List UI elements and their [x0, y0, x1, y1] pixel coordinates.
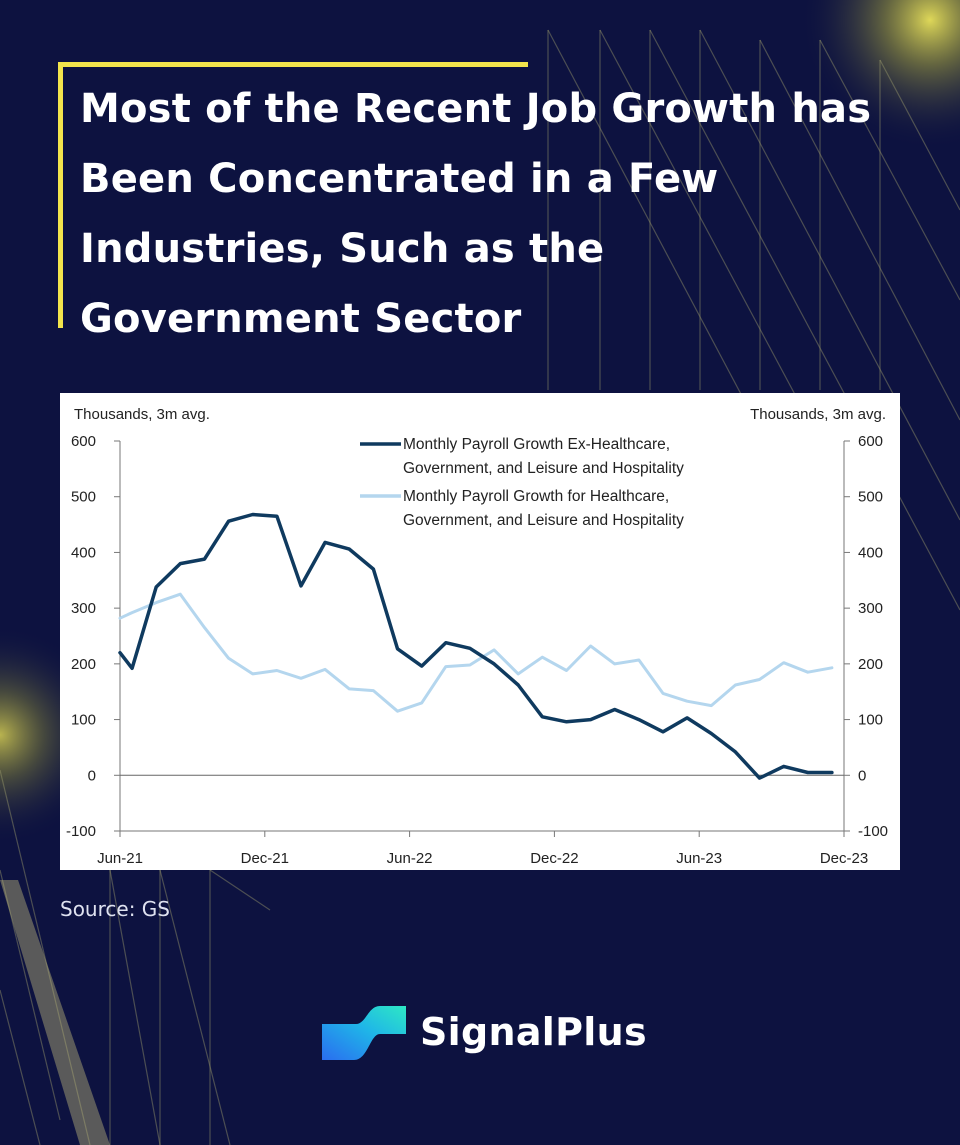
brand-name: SignalPlus: [420, 1010, 647, 1054]
y-tick-label-left--100: -100: [66, 823, 96, 840]
y-tick-label-left-500: 500: [71, 489, 96, 506]
chart-legend: Monthly Payroll Growth Ex-Healthcare, Go…: [360, 436, 684, 529]
y-tick-label-right-200: 200: [858, 656, 883, 673]
page-title: Most of the Recent Job Growth has Been C…: [80, 86, 872, 342]
y-tick-label-left-100: 100: [71, 712, 96, 729]
series-line-healthcare-gov-leisure: [118, 592, 834, 713]
y-tick-label-right-500: 500: [858, 489, 883, 506]
y-tick-label-left-600: 600: [71, 433, 96, 450]
chart-series: [118, 512, 834, 780]
source-note: Source: GS: [60, 897, 170, 921]
diagonal-lines: [0, 29, 960, 1145]
brand-logo: SignalPlus: [322, 1000, 647, 1064]
x-tick-label-Jun-21: Jun-21: [97, 850, 143, 867]
legend-label-light-line2: Government, and Leisure and Hospitality: [403, 512, 684, 529]
left-axis-unit-label: Thousands, 3m avg.: [74, 406, 210, 423]
title-accent-side: [58, 62, 63, 328]
payroll-chart: Thousands, 3m avg. Thousands, 3m avg. -1…: [66, 406, 888, 867]
diagonal-band: [0, 880, 110, 1145]
legend-label-dark-line2: Government, and Leisure and Hospitality: [403, 460, 684, 477]
right-axis-unit-label: Thousands, 3m avg.: [750, 406, 886, 423]
y-tick-label-right--100: -100: [858, 823, 888, 840]
glow-top-right: [800, 0, 960, 150]
chart-axes: -100 -100 0 0 100 100 200 200 300 300 400 400 500 500…: [66, 433, 888, 867]
x-tick-label-Dec-23: Dec-23: [820, 850, 868, 867]
legend-label-light-line1: Monthly Payroll Growth for Healthcare,: [403, 488, 669, 505]
x-tick-label-Dec-21: Dec-21: [241, 850, 289, 867]
y-tick-label-left-400: 400: [71, 544, 96, 561]
y-tick-label-right-400: 400: [858, 544, 883, 561]
signalplus-logo-icon: [322, 1006, 406, 1060]
y-tick-label-left-200: 200: [71, 656, 96, 673]
title-accent-bar: [58, 62, 528, 67]
y-tick-label-left-0: 0: [88, 767, 96, 784]
x-tick-label-Jun-22: Jun-22: [387, 850, 433, 867]
y-tick-label-right-0: 0: [858, 767, 866, 784]
series-line-ex-healthcare-gov-leisure: [118, 512, 834, 780]
y-tick-label-right-100: 100: [858, 712, 883, 729]
x-tick-label-Jun-23: Jun-23: [676, 850, 722, 867]
legend-label-dark-line1: Monthly Payroll Growth Ex-Healthcare,: [403, 436, 670, 453]
x-tick-label-Dec-22: Dec-22: [530, 850, 578, 867]
y-tick-label-right-600: 600: [858, 433, 883, 450]
chart-card: Thousands, 3m avg. Thousands, 3m avg. -1…: [60, 393, 900, 870]
y-tick-label-right-300: 300: [858, 600, 883, 617]
y-tick-label-left-300: 300: [71, 600, 96, 617]
